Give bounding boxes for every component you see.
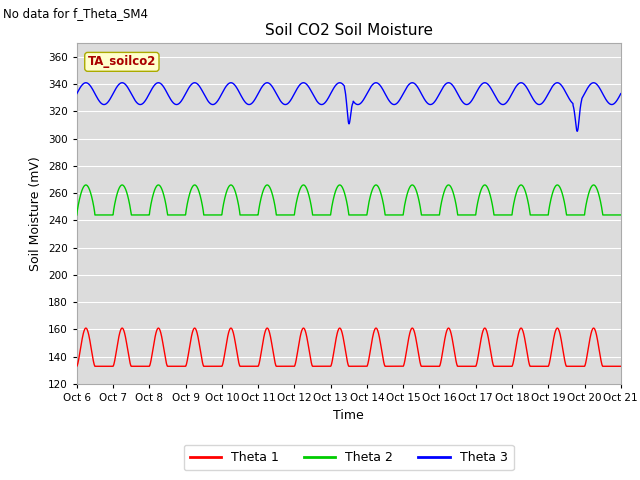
Text: TA_soilco2: TA_soilco2 <box>88 55 156 68</box>
Title: Soil CO2 Soil Moisture: Soil CO2 Soil Moisture <box>265 23 433 38</box>
X-axis label: Time: Time <box>333 408 364 421</box>
Legend: Theta 1, Theta 2, Theta 3: Theta 1, Theta 2, Theta 3 <box>184 445 514 470</box>
Y-axis label: Soil Moisture (mV): Soil Moisture (mV) <box>29 156 42 271</box>
Text: No data for f_Theta_SM4: No data for f_Theta_SM4 <box>3 7 148 20</box>
